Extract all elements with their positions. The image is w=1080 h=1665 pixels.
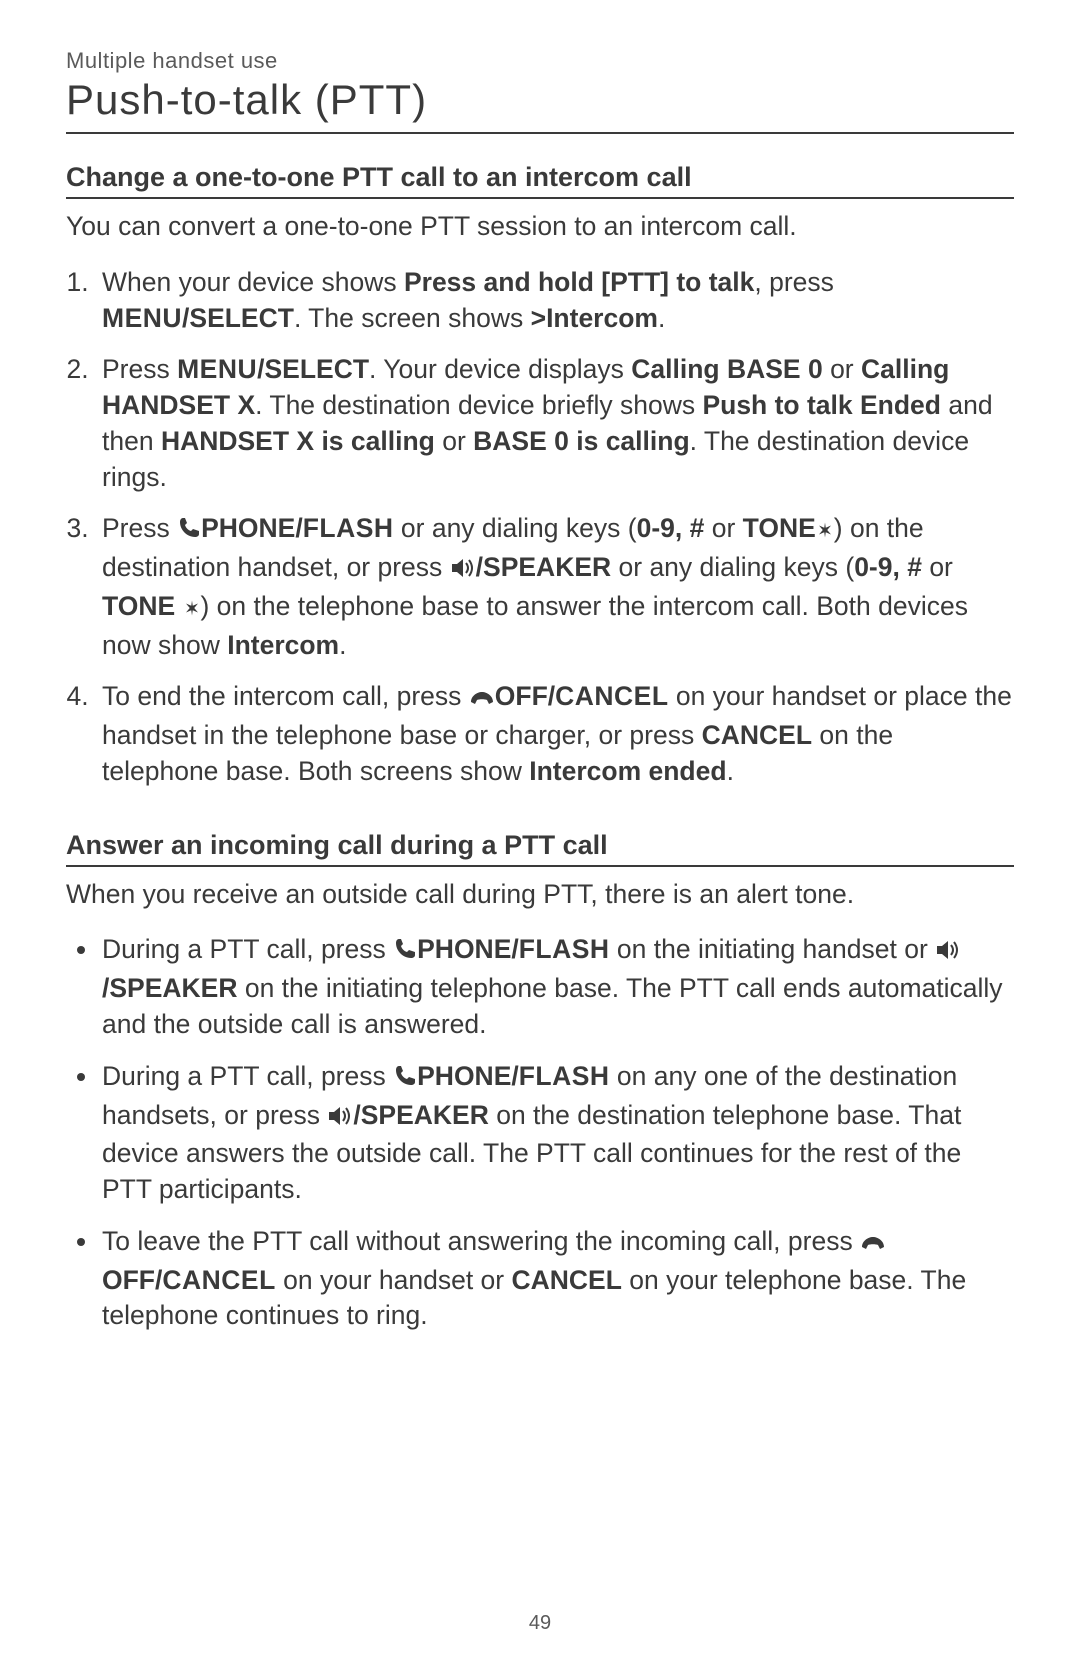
small-caps: FLASH	[519, 1061, 610, 1091]
off-icon	[860, 1227, 886, 1263]
text: When your device shows	[102, 267, 404, 297]
bold: CANCEL	[512, 1265, 622, 1295]
small-caps: CANCEL	[162, 1265, 275, 1295]
section2-intro: When you receive an outside call during …	[66, 877, 1014, 913]
speaker-icon	[935, 935, 961, 971]
text: on the initiating handset or	[610, 934, 936, 964]
section2-bullets: During a PTT call, press PHONE/FLASH on …	[66, 932, 1014, 1334]
speaker-icon	[450, 553, 476, 589]
section-heading-change-ptt: Change a one-to-one PTT call to an inter…	[66, 162, 1014, 199]
text: /SELECT	[257, 354, 369, 384]
bold: Press and hold [PTT] to talk	[404, 267, 754, 297]
text: To leave the PTT call without answering …	[102, 1226, 860, 1256]
star-icon	[183, 592, 201, 628]
breadcrumb: Multiple handset use	[66, 48, 1014, 74]
bold: 0-9, #	[637, 513, 705, 543]
bold: PHONE/FLASH	[201, 513, 393, 543]
text: Press	[102, 354, 177, 384]
small-caps: MENU	[102, 303, 182, 333]
text: .	[339, 630, 346, 660]
text: . The screen shows	[294, 303, 531, 333]
text: PHONE/	[417, 934, 519, 964]
manual-page: Multiple handset use Push-to-talk (PTT) …	[0, 0, 1080, 1665]
bullet-2: During a PTT call, press PHONE/FLASH on …	[100, 1059, 1014, 1208]
section-heading-answer-incoming: Answer an incoming call during a PTT cal…	[66, 830, 1014, 867]
bold: HANDSET X is calling	[161, 426, 435, 456]
bold: CANCEL	[702, 720, 812, 750]
text: OFF/	[495, 681, 555, 711]
text: on the initiating telephone base. The PT…	[102, 973, 1003, 1039]
off-icon	[469, 682, 495, 718]
step-4: To end the intercom call, press OFF/CANC…	[96, 679, 1014, 789]
bold: MENU/SELECT	[102, 303, 294, 333]
bold: 0-9, #	[854, 552, 922, 582]
page-number: 49	[0, 1612, 1080, 1635]
bold: OFF/CANCEL	[495, 681, 669, 711]
bold: TONE	[102, 591, 183, 621]
text: or any dialing keys (	[394, 513, 637, 543]
bold: >Intercom	[531, 303, 658, 333]
text: or	[922, 552, 953, 582]
phone-icon	[177, 514, 201, 550]
small-caps: CANCEL	[555, 681, 668, 711]
star-icon	[816, 514, 834, 550]
phone-icon	[393, 1062, 417, 1098]
text: or any dialing keys (	[611, 552, 854, 582]
text: To end the intercom call, press	[102, 681, 469, 711]
speaker-icon	[327, 1101, 353, 1137]
text: or	[704, 513, 742, 543]
bold: /SPEAKER	[476, 552, 611, 582]
text: OFF/	[102, 1265, 162, 1295]
bold: Intercom ended	[529, 756, 726, 786]
bold: BASE 0 is calling	[473, 426, 690, 456]
page-title: Push-to-talk (PTT)	[66, 76, 1014, 134]
bullet-3: To leave the PTT call without answering …	[100, 1224, 1014, 1334]
text: . The destination device briefly shows	[255, 390, 702, 420]
text: on your handset or	[276, 1265, 512, 1295]
text: or	[435, 426, 473, 456]
bold: Push to talk Ended	[702, 390, 941, 420]
bold: TONE	[743, 513, 816, 543]
bold: MENU/SELECT	[177, 354, 369, 384]
phone-icon	[393, 935, 417, 971]
text: .	[658, 303, 665, 333]
text: PHONE/	[417, 1061, 519, 1091]
bold: PHONE/FLASH	[417, 934, 609, 964]
section1-intro: You can convert a one-to-one PTT session…	[66, 209, 1014, 245]
bold: /SPEAKER	[102, 973, 237, 1003]
text: /SELECT	[182, 303, 294, 333]
text: .	[727, 756, 734, 786]
small-caps: FLASH	[303, 513, 394, 543]
text: PHONE/	[201, 513, 303, 543]
bold: PHONE/FLASH	[417, 1061, 609, 1091]
bold: Calling BASE 0	[631, 354, 822, 384]
bullet-1: During a PTT call, press PHONE/FLASH on …	[100, 932, 1014, 1042]
text: During a PTT call, press	[102, 934, 393, 964]
step-3: Press PHONE/FLASH or any dialing keys (0…	[96, 511, 1014, 663]
text: or	[823, 354, 861, 384]
bold: /SPEAKER	[353, 1100, 488, 1130]
step-2: Press MENU/SELECT. Your device displays …	[96, 352, 1014, 495]
section1-steps: When your device shows Press and hold [P…	[66, 265, 1014, 790]
step-1: When your device shows Press and hold [P…	[96, 265, 1014, 337]
small-caps: MENU	[177, 354, 257, 384]
small-caps: FLASH	[519, 934, 610, 964]
text: Press	[102, 513, 177, 543]
text: During a PTT call, press	[102, 1061, 393, 1091]
bold: OFF/CANCEL	[102, 1265, 276, 1295]
bold: Intercom	[227, 630, 339, 660]
text: . Your device displays	[369, 354, 631, 384]
text: , press	[754, 267, 834, 297]
